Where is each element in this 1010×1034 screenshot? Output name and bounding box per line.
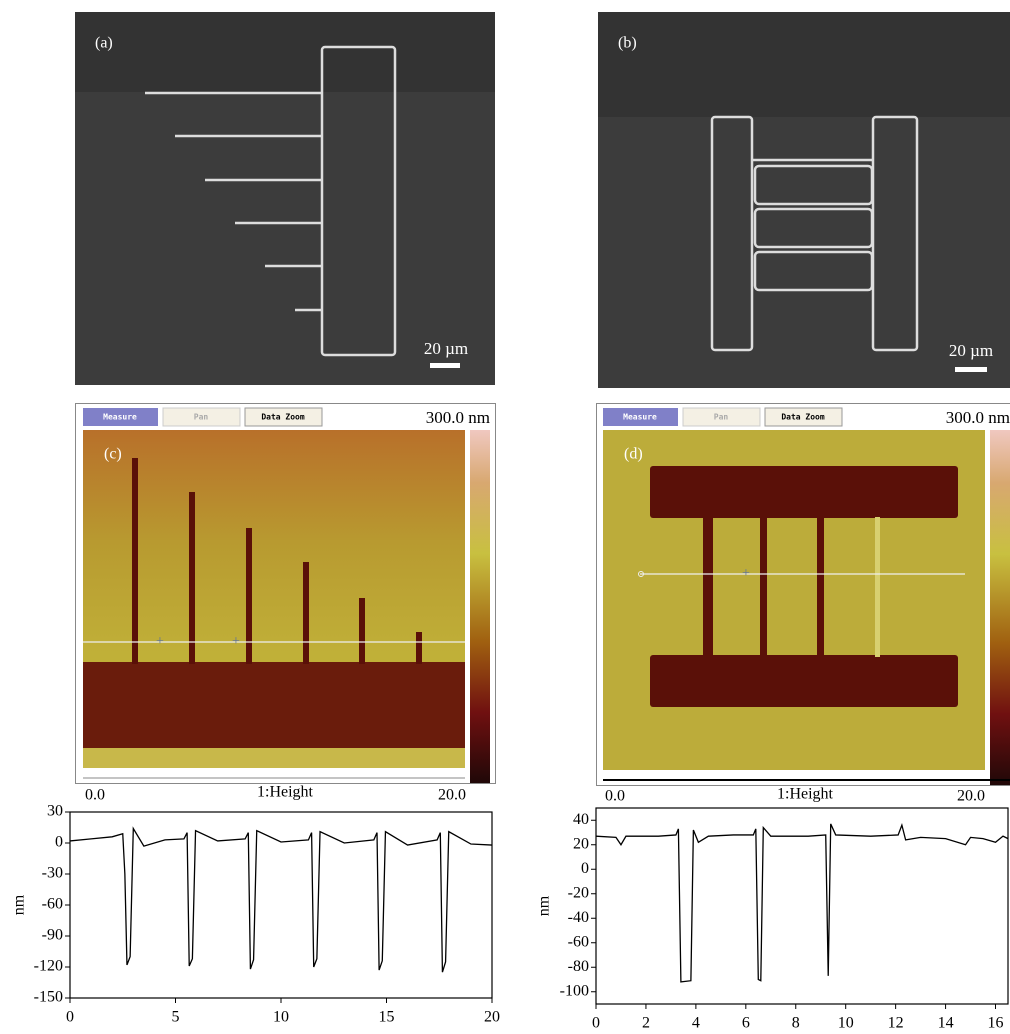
svg-text:+: + (742, 566, 750, 581)
y-tick-label: -20 (568, 884, 589, 901)
y-tick-label: -80 (568, 958, 589, 975)
y-tick-label: -90 (42, 927, 63, 944)
svg-text:+: + (156, 634, 164, 649)
scale-bar-label: 20 µm (424, 339, 468, 358)
y-tick-label: 0 (55, 834, 63, 851)
y-tick-label: -100 (560, 982, 589, 999)
height-range: 300.0 nm (426, 408, 490, 427)
toolbar-button[interactable]: Data Zoom (261, 413, 305, 422)
toolbar-button[interactable]: Data Zoom (781, 413, 825, 422)
profile-line (596, 824, 1008, 982)
axis-title: 1:Height (777, 786, 834, 803)
x-tick-label: 0 (592, 1015, 600, 1032)
axis-end: 20.0 (438, 787, 466, 804)
afm-c: Measure Pan Data Zoom 300.0 nm + + (c) 0… (76, 404, 496, 804)
toolbar-button[interactable]: Pan (714, 413, 729, 422)
y-axis-label: nm (11, 894, 28, 915)
x-tick-label: 15 (379, 1009, 395, 1026)
profile-line (70, 829, 492, 973)
panel-label: (c) (104, 446, 122, 463)
panel-label: (b) (618, 35, 637, 52)
sem-b: (b) 20 µm (598, 12, 1010, 388)
y-tick-label: 40 (573, 811, 589, 828)
panel-label: (d) (624, 446, 643, 463)
y-tick-label: -60 (568, 933, 589, 950)
x-tick-label: 10 (273, 1009, 289, 1026)
axis-end: 20.0 (957, 788, 985, 805)
y-tick-label: -60 (42, 896, 63, 913)
y-tick-label: -150 (34, 989, 63, 1006)
y-tick-label: 20 (573, 835, 589, 852)
afm-d: Measure Pan Data Zoom 300.0 nm + (d) 0.0… (597, 404, 1010, 805)
x-tick-label: 14 (938, 1015, 954, 1032)
toolbar-button[interactable]: Pan (194, 413, 209, 422)
y-tick-label: -30 (42, 865, 63, 882)
y-axis-label: nm (536, 895, 553, 916)
height-range: 300.0 nm (946, 408, 1010, 427)
x-tick-label: 12 (888, 1015, 904, 1032)
axis-title: 1:Height (257, 784, 314, 801)
toolbar-button[interactable]: Measure (103, 413, 137, 422)
svg-text:+: + (232, 634, 240, 649)
axis-start: 0.0 (605, 788, 625, 805)
x-tick-label: 8 (792, 1015, 800, 1032)
panel-label: (a) (95, 35, 113, 52)
y-tick-label: 30 (47, 803, 63, 820)
x-tick-label: 0 (66, 1009, 74, 1026)
y-tick-label: 0 (581, 860, 589, 877)
y-tick-label: -40 (568, 909, 589, 926)
x-tick-label: 2 (642, 1015, 650, 1032)
x-tick-label: 16 (988, 1015, 1004, 1032)
toolbar-button[interactable]: Measure (623, 413, 657, 422)
y-tick-label: -120 (34, 958, 63, 975)
plot-frame (596, 808, 1008, 1004)
x-tick-label: 6 (742, 1015, 750, 1032)
x-tick-label: 10 (838, 1015, 854, 1032)
x-tick-label: 20 (484, 1009, 500, 1026)
x-tick-label: 5 (172, 1009, 180, 1026)
figure: (a) 20 µm (b) 20 µm Measure Pan Data Zoo… (0, 0, 1010, 1034)
scale-bar-label: 20 µm (949, 341, 993, 360)
x-tick-label: 4 (692, 1015, 700, 1032)
axis-start: 0.0 (85, 787, 105, 804)
sem-a: (a) 20 µm (75, 12, 495, 385)
